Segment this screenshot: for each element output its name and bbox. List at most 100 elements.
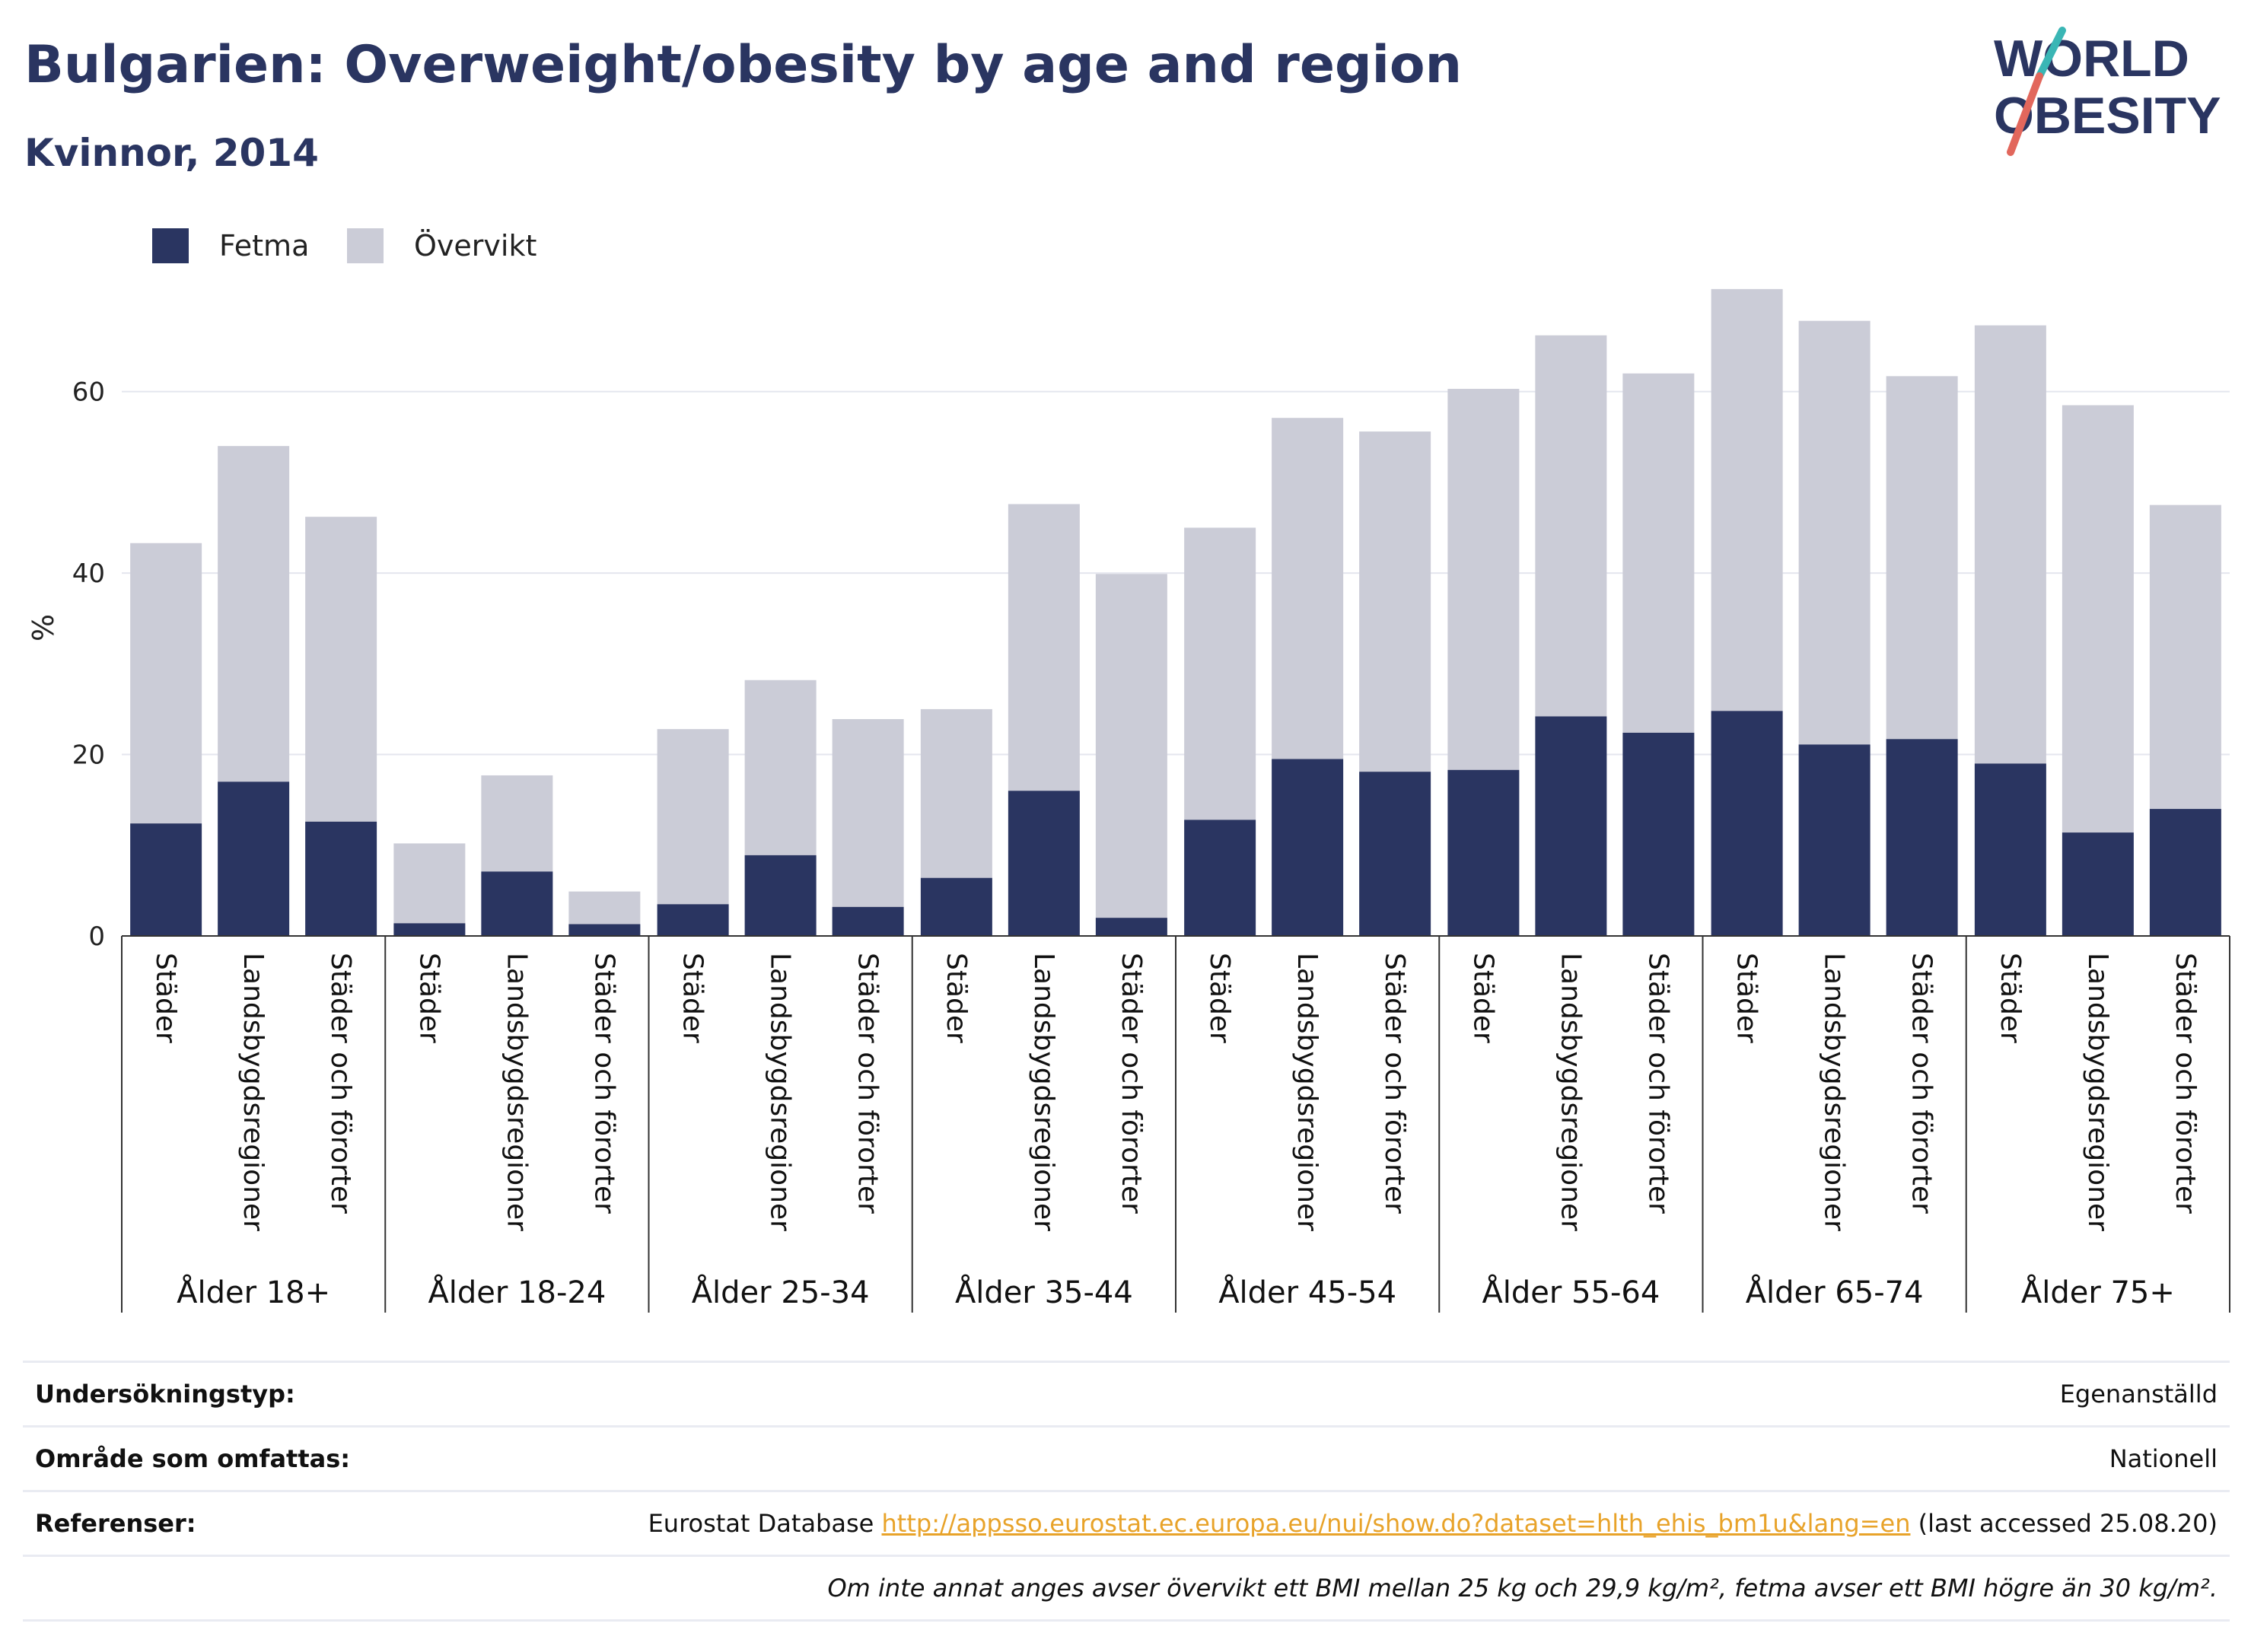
bar-obesity <box>1095 918 1167 936</box>
x-group-label: Ålder 35-44 <box>955 1274 1133 1310</box>
x-category-label: Städer och förorter <box>2170 953 2201 1214</box>
info-table: Undersökningstyp: Egenanställd Område so… <box>23 1361 2230 1622</box>
y-tick-label: 60 <box>72 377 105 408</box>
axes: 0 20 40 60% Städer Landsbygdsregioner Städer o… <box>27 377 2230 1313</box>
bar-overweight <box>568 891 641 925</box>
grid-lines <box>122 390 2230 756</box>
world-obesity-logo: WORLD OBESITY <box>1994 27 2221 156</box>
bar-obesity <box>305 821 377 936</box>
bar-overweight <box>305 517 377 822</box>
references-label: Referenser: <box>35 1509 196 1538</box>
bar-obesity <box>1798 744 1871 936</box>
y-tick-label: 0 <box>88 921 105 952</box>
bar-obesity <box>1974 763 2046 936</box>
bar-obesity <box>657 904 729 936</box>
info-row-references: Referenser: Eurostat Database http://app… <box>23 1490 2230 1555</box>
x-category-label: Landsbygdsregioner <box>501 953 532 1231</box>
x-category-label: Landsbygdsregioner <box>765 953 796 1231</box>
x-category-label: Landsbygdsregioner <box>1555 953 1586 1231</box>
x-category-label: Landsbygdsregioner <box>237 953 269 1231</box>
info-row-area: Område som omfattas: Nationell <box>23 1425 2230 1490</box>
bar-overweight <box>1184 527 1256 820</box>
x-group-label: Ålder 18+ <box>177 1274 330 1310</box>
bar-obesity <box>1622 732 1695 936</box>
bar-obesity <box>744 855 817 936</box>
survey-type-value: Egenanställd <box>2059 1380 2218 1408</box>
x-group-label: Ålder 18-24 <box>428 1274 606 1310</box>
bar-overweight <box>1711 288 1783 711</box>
x-category-label: Städer <box>941 953 972 1043</box>
bar-overweight <box>1095 574 1167 918</box>
bar-overweight <box>1447 389 1520 770</box>
bar-overweight <box>1798 320 1871 745</box>
bar-overweight <box>1008 504 1080 791</box>
x-category-label: Städer <box>1995 953 2026 1043</box>
bar-overweight <box>1272 418 1344 759</box>
x-group-label: Ålder 55-64 <box>1482 1274 1660 1310</box>
bmi-note: Om inte annat anges avser övervikt ett B… <box>827 1574 2218 1603</box>
logo-line1: WORLD <box>1994 30 2189 88</box>
x-category-label: Städer <box>413 953 444 1043</box>
legend-label-fetma: Fetma <box>219 229 309 263</box>
x-category-label: Städer <box>1467 953 1498 1043</box>
x-category-label: Landsbygdsregioner <box>2082 953 2113 1231</box>
x-category-label: Städer <box>677 953 708 1043</box>
bar-obesity <box>481 871 553 936</box>
bar-overweight <box>1974 325 2046 764</box>
logo-slash-coral <box>2007 72 2043 156</box>
x-category-label: Städer <box>150 953 181 1043</box>
bar-overweight <box>130 543 202 824</box>
x-category-label: Städer och förorter <box>1379 953 1410 1214</box>
bar-obesity <box>1272 759 1344 936</box>
x-category-label: Städer <box>1731 953 1762 1043</box>
bar-overweight <box>1622 373 1695 733</box>
x-category-label: Landsbygdsregioner <box>1819 953 1850 1231</box>
x-category-label: Städer och förorter <box>1642 953 1673 1214</box>
bar-obesity <box>2062 832 2134 936</box>
survey-type-label: Undersökningstyp: <box>35 1380 295 1408</box>
bar-obesity <box>218 781 290 936</box>
legend-label-overvikt: Övervikt <box>414 229 536 263</box>
bars <box>130 288 2221 936</box>
x-category-label: Städer och förorter <box>852 953 884 1214</box>
bar-obesity <box>2149 809 2221 936</box>
bar-obesity <box>568 924 641 936</box>
y-tick-label: 40 <box>72 559 105 589</box>
y-tick-label: 20 <box>72 740 105 771</box>
bar-overweight <box>2062 405 2134 833</box>
bar-obesity <box>1711 711 1783 936</box>
x-category-label: Landsbygdsregioner <box>1291 953 1323 1231</box>
bar-overweight <box>920 708 992 878</box>
x-group-label: Ålder 45-54 <box>1218 1274 1396 1310</box>
logo-slash-teal <box>2036 27 2066 80</box>
x-group-label: Ålder 25-34 <box>692 1274 870 1310</box>
bar-overweight <box>1359 431 1431 772</box>
x-group-label: Ålder 65-74 <box>1746 1274 1924 1310</box>
bar-overweight <box>2149 505 2221 810</box>
bar-overweight <box>744 680 817 855</box>
bar-overweight <box>481 775 553 872</box>
references-link[interactable]: http://appsso.eurostat.ec.europa.eu/nui/… <box>881 1509 1911 1538</box>
bar-overweight <box>393 843 466 924</box>
x-category-label: Städer och förorter <box>588 953 619 1214</box>
bar-obesity <box>1359 772 1431 936</box>
bar-overweight <box>657 729 729 905</box>
info-row-survey-type: Undersökningstyp: Egenanställd <box>23 1361 2230 1425</box>
chart: 0 20 40 60% Städer Landsbygdsregioner Städer o… <box>27 228 2230 1313</box>
legend: Fetma Övervikt <box>152 228 536 263</box>
info-row-note: Om inte annat anges avser övervikt ett B… <box>23 1555 2230 1622</box>
references-value: Eurostat Database http://appsso.eurostat… <box>648 1509 2218 1538</box>
bar-obesity <box>1535 716 1607 936</box>
bar-overweight <box>218 446 290 782</box>
references-prefix: Eurostat Database <box>648 1509 874 1538</box>
bar-obesity <box>130 823 202 936</box>
x-category-label: Städer <box>1204 953 1235 1043</box>
references-suffix: (last accessed 25.08.20) <box>1918 1509 2218 1538</box>
legend-swatch-overvikt <box>347 228 384 263</box>
bar-overweight <box>832 719 904 907</box>
y-axis-label: % <box>27 614 60 641</box>
x-group-label: Ålder 75+ <box>2021 1274 2175 1310</box>
x-category-label: Landsbygdsregioner <box>1028 953 1059 1231</box>
bar-obesity <box>832 906 904 936</box>
bar-obesity <box>1184 820 1256 936</box>
